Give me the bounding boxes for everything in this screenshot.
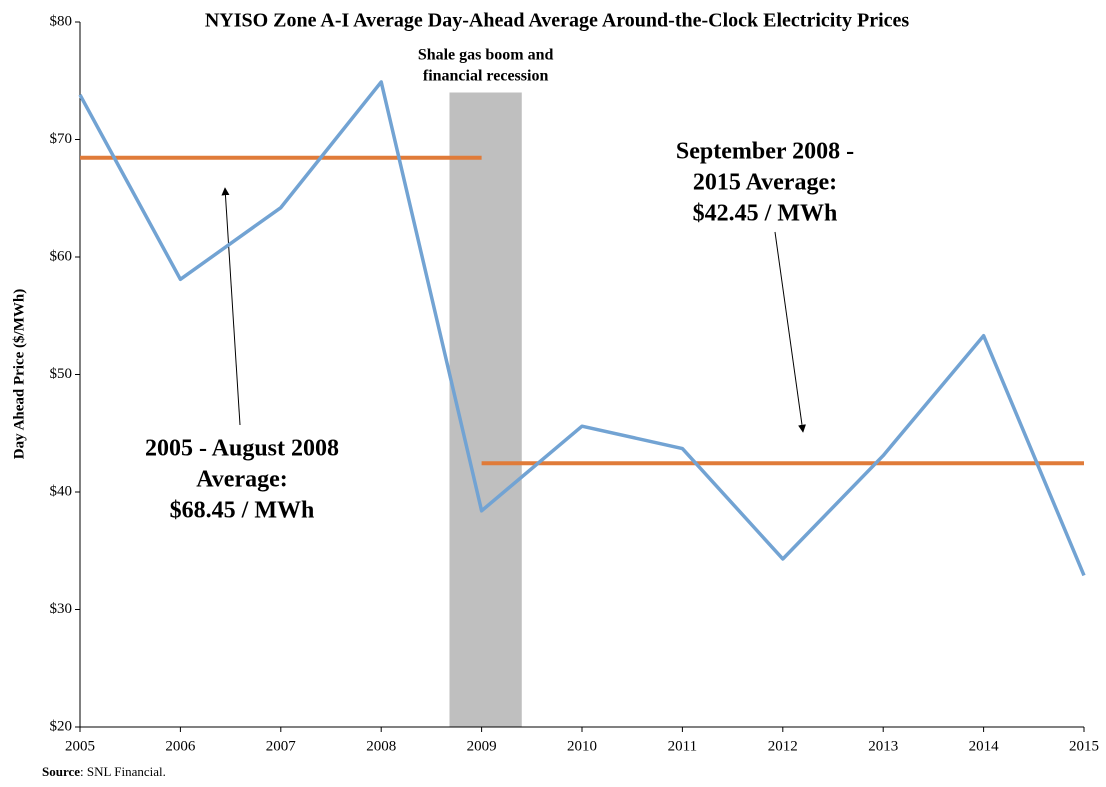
source: Source: SNL Financial.	[42, 764, 166, 779]
x-tick-label: 2006	[165, 738, 196, 754]
x-tick-label: 2005	[65, 738, 95, 754]
y-tick-label: $70	[50, 131, 73, 147]
y-axis-label: Day Ahead Price ($/MWh)	[11, 289, 27, 459]
arrow	[221, 187, 241, 426]
x-tick-label: 2013	[868, 738, 898, 754]
x-tick-label: 2007	[266, 738, 297, 754]
x-tick-label: 2014	[969, 738, 1000, 754]
y-tick-label: $60	[50, 248, 73, 264]
average-annotation: 2015 Average:	[693, 170, 837, 196]
average-annotation: $68.45 / MWh	[170, 498, 315, 524]
chart-title: NYISO Zone A-I Average Day-Ahead Average…	[205, 10, 910, 32]
average-annotation: $42.45 / MWh	[693, 201, 838, 227]
x-tick-label: 2015	[1069, 738, 1099, 754]
x-tick-label: 2008	[366, 738, 396, 754]
y-tick-label: $40	[50, 483, 73, 499]
source-label: Source	[42, 764, 80, 779]
x-tick-label: 2011	[668, 738, 697, 754]
average-annotation: 2005 - August 2008	[145, 436, 339, 462]
y-tick-label: $50	[50, 366, 73, 382]
y-tick-label: $20	[50, 718, 73, 734]
average-annotation: Average:	[196, 467, 288, 493]
shaded-region	[449, 92, 522, 727]
price-line	[78, 80, 1086, 577]
y-tick-label: $80	[50, 13, 73, 29]
y-tick-label: $30	[50, 601, 73, 617]
average-annotation: September 2008 -	[676, 139, 854, 165]
shaded-label: financial recession	[423, 68, 549, 85]
source-text: : SNL Financial.	[80, 764, 166, 779]
shaded-label: Shale gas boom and	[418, 47, 554, 64]
x-tick-label: 2010	[567, 738, 597, 754]
x-tick-label: 2009	[467, 738, 497, 754]
x-tick-label: 2012	[768, 738, 798, 754]
arrow	[774, 231, 806, 433]
